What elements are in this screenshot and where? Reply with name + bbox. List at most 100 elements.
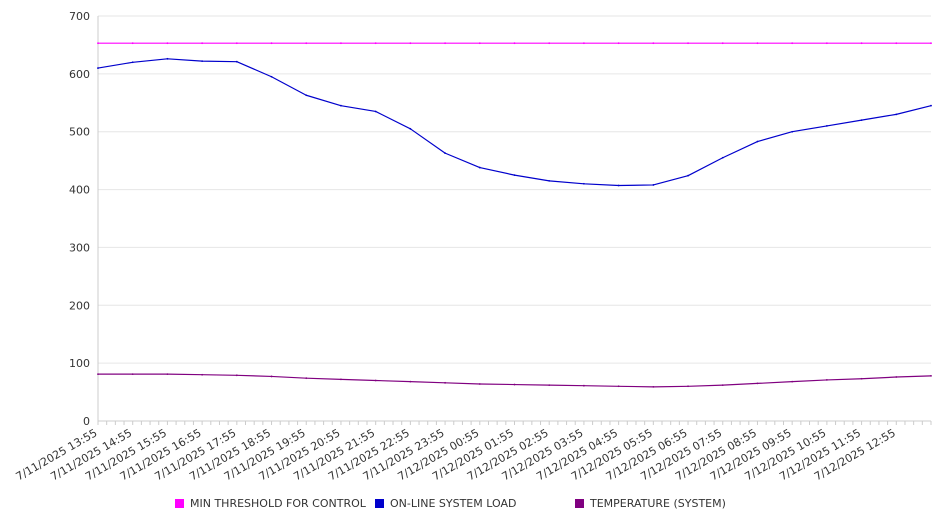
- data-point-series-0: [652, 42, 655, 45]
- data-point-series-0: [791, 42, 794, 45]
- data-point-series-0: [721, 42, 724, 45]
- data-point-series-0: [513, 42, 516, 45]
- data-point-series-0: [825, 42, 828, 45]
- data-point-series-1: [895, 113, 898, 116]
- data-point-series-2: [166, 373, 169, 376]
- data-point-series-1: [131, 61, 134, 64]
- data-point-series-1: [478, 166, 481, 169]
- y-tick-label: 100: [69, 357, 90, 370]
- data-point-series-2: [131, 373, 134, 376]
- data-point-series-1: [166, 57, 169, 60]
- data-point-series-2: [97, 373, 99, 376]
- data-point-series-0: [687, 42, 689, 45]
- data-point-series-1: [201, 60, 204, 63]
- data-point-series-2: [930, 374, 932, 377]
- data-point-series-2: [825, 379, 828, 381]
- data-point-series-2: [756, 382, 759, 385]
- legend-label-min-threshold: MIN THRESHOLD FOR CONTROL: [190, 497, 366, 510]
- data-point-series-1: [235, 60, 238, 63]
- data-point-series-0: [444, 42, 446, 45]
- data-point-series-0: [617, 42, 620, 45]
- data-point-series-2: [409, 380, 412, 383]
- data-point-series-0: [270, 42, 273, 45]
- data-point-series-0: [235, 42, 238, 45]
- y-tick-label: 500: [69, 126, 90, 139]
- data-point-series-2: [444, 381, 446, 384]
- data-point-series-1: [687, 174, 689, 177]
- legend-swatch-system-load: [375, 499, 384, 508]
- y-tick-label: 0: [83, 415, 90, 428]
- data-point-series-1: [652, 184, 655, 186]
- data-point-series-2: [895, 376, 898, 378]
- data-point-series-0: [131, 42, 134, 45]
- axes: [97, 16, 932, 425]
- data-point-series-2: [791, 380, 794, 383]
- data-point-series-0: [166, 42, 169, 45]
- legend-label-temperature: TEMPERATURE (SYSTEM): [590, 497, 726, 510]
- data-point-series-0: [860, 42, 863, 45]
- data-point-series-1: [791, 130, 794, 133]
- data-point-series-1: [444, 152, 446, 155]
- data-point-series-2: [617, 385, 620, 388]
- series-line-1: [97, 58, 932, 187]
- data-point-series-1: [756, 140, 759, 143]
- data-point-series-2: [270, 375, 273, 378]
- y-tick-label: 600: [69, 68, 90, 81]
- data-point-series-0: [478, 42, 481, 45]
- data-point-series-1: [860, 119, 863, 122]
- data-point-series-2: [201, 373, 204, 376]
- data-point-series-2: [721, 384, 724, 387]
- y-tick-label: 300: [69, 241, 90, 254]
- series-lines: [97, 42, 932, 388]
- data-point-series-0: [305, 42, 308, 45]
- data-point-series-0: [756, 42, 759, 45]
- data-point-series-2: [583, 384, 585, 387]
- data-point-series-0: [374, 42, 377, 45]
- y-tick-label: 700: [69, 10, 90, 23]
- data-point-series-0: [548, 42, 551, 45]
- x-axis-ticks: 7/11/2025 13:557/11/2025 14:557/11/2025 …: [14, 426, 898, 483]
- data-point-series-2: [513, 383, 516, 386]
- data-point-series-0: [409, 42, 412, 45]
- data-point-series-0: [201, 42, 204, 45]
- legend-item-min-threshold[interactable]: MIN THRESHOLD FOR CONTROL: [175, 497, 366, 510]
- data-point-series-2: [860, 377, 863, 380]
- data-point-series-2: [548, 384, 551, 387]
- legend: MIN THRESHOLD FOR CONTROL ON-LINE SYSTEM…: [0, 497, 946, 515]
- data-point-series-1: [930, 104, 932, 107]
- data-point-series-0: [930, 42, 932, 45]
- data-point-series-0: [895, 42, 898, 45]
- data-point-series-1: [340, 104, 342, 107]
- y-axis-ticks: 0 100 200 300 400 500 600 700: [69, 10, 90, 428]
- data-point-series-1: [409, 127, 412, 130]
- y-tick-label: 400: [69, 184, 90, 197]
- data-point-series-0: [97, 42, 99, 45]
- data-point-series-0: [583, 42, 585, 45]
- legend-swatch-temperature: [575, 499, 584, 508]
- data-point-series-1: [721, 156, 724, 159]
- data-point-series-1: [513, 174, 516, 177]
- data-point-series-2: [305, 377, 308, 380]
- data-point-series-1: [270, 75, 273, 78]
- grid-lines: [98, 15, 931, 364]
- data-point-series-1: [97, 67, 99, 69]
- data-point-series-0: [340, 42, 342, 45]
- data-point-series-1: [617, 184, 620, 187]
- data-point-series-2: [374, 379, 377, 382]
- data-point-series-2: [340, 378, 342, 381]
- data-point-series-2: [235, 374, 238, 377]
- data-point-series-1: [825, 125, 828, 127]
- data-point-series-2: [687, 385, 689, 388]
- legend-swatch-min-threshold: [175, 499, 184, 508]
- data-point-series-1: [548, 179, 551, 182]
- legend-item-system-load[interactable]: ON-LINE SYSTEM LOAD: [375, 497, 516, 510]
- data-point-series-1: [305, 94, 308, 97]
- y-tick-label: 200: [69, 299, 90, 312]
- data-point-series-2: [478, 383, 481, 385]
- data-point-series-1: [583, 182, 585, 185]
- data-point-series-2: [652, 385, 655, 388]
- legend-label-system-load: ON-LINE SYSTEM LOAD: [390, 497, 517, 510]
- data-point-series-1: [374, 110, 377, 113]
- legend-item-temperature[interactable]: TEMPERATURE (SYSTEM): [575, 497, 726, 510]
